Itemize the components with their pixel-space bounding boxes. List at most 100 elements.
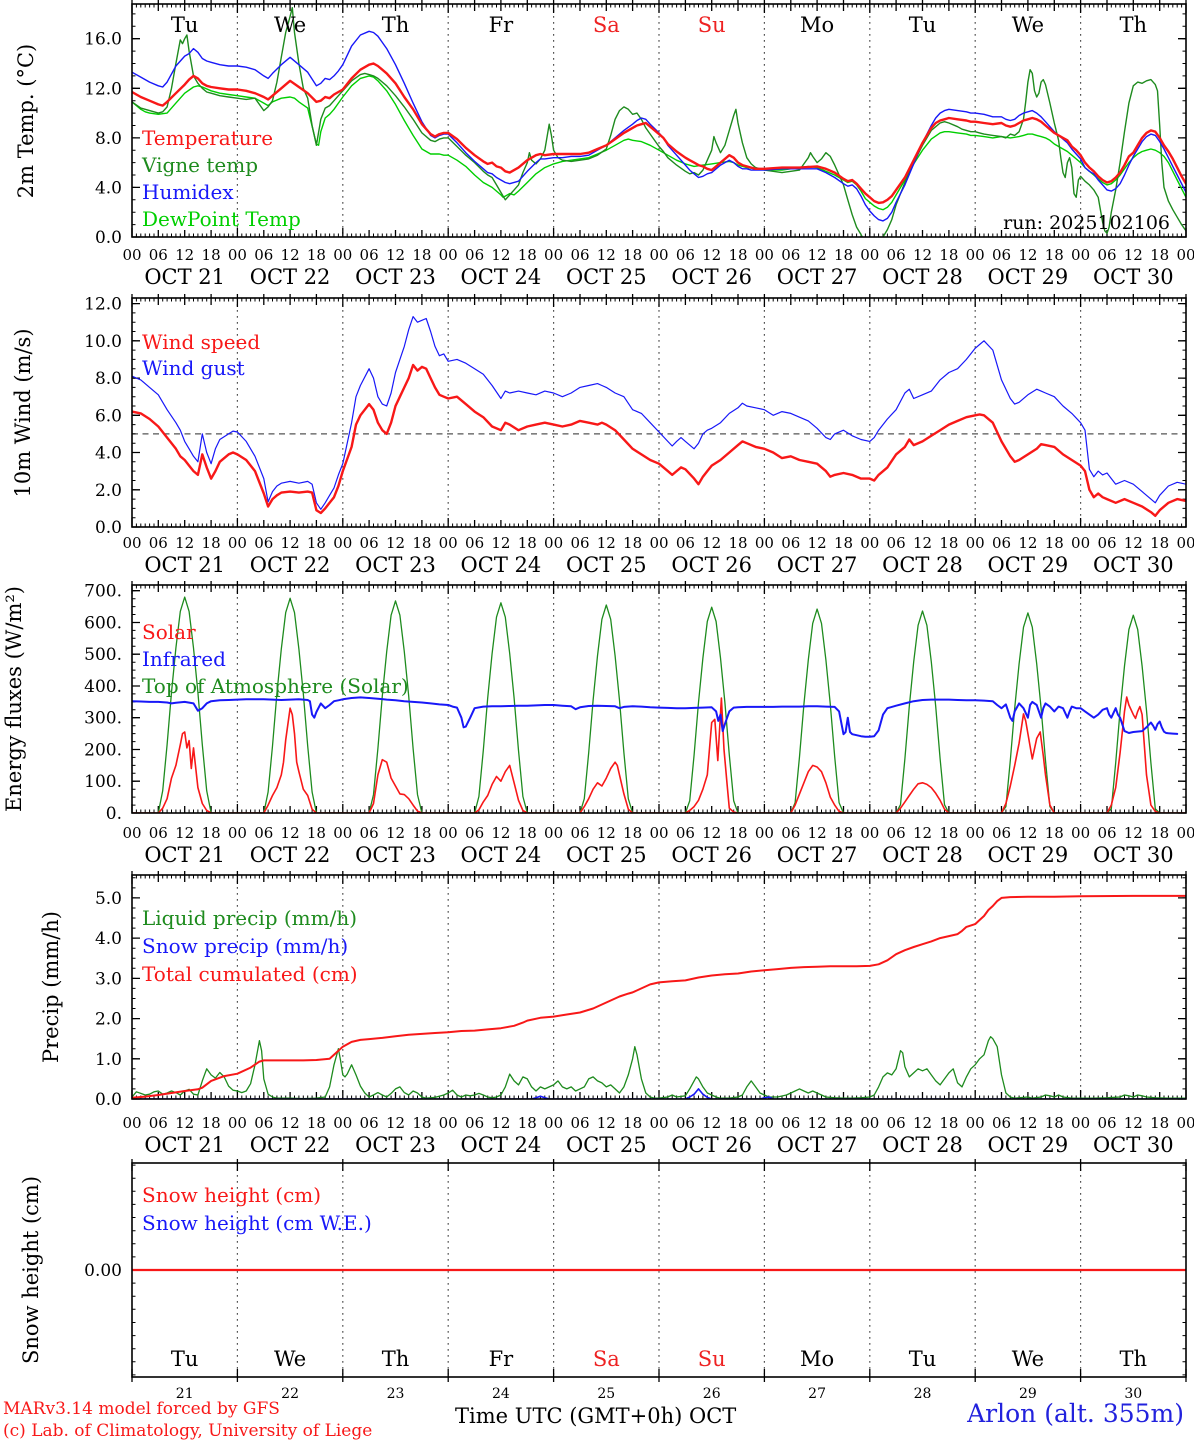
date-label: OCT 29: [988, 553, 1069, 577]
day-number-label: 25: [597, 1386, 615, 1402]
hour-tick-label: 18: [412, 246, 431, 264]
hour-tick-label: 00: [333, 1114, 352, 1132]
hour-tick-label: 00: [755, 1114, 774, 1132]
series-dewpoint-temp-line: [132, 75, 1186, 211]
y-tick-label: 2.0: [95, 481, 122, 501]
hour-tick-label: 12: [597, 824, 616, 842]
date-label: OCT 30: [1093, 843, 1174, 867]
day-name-label: Th: [382, 13, 410, 37]
legend-temperature: Temperature: [142, 126, 273, 150]
date-label: OCT 22: [250, 843, 331, 867]
y-tick-label: 100.: [84, 772, 122, 792]
hour-tick-label: 06: [887, 246, 906, 264]
hour-tick-label: 18: [202, 246, 221, 264]
hour-tick-label: 06: [676, 534, 695, 552]
hour-tick-label: 18: [412, 1114, 431, 1132]
y-tick-label: 700.: [84, 582, 122, 602]
hour-tick-label: 18: [939, 534, 958, 552]
hour-tick-label: 00: [1176, 1114, 1194, 1132]
hour-tick-label: 12: [597, 246, 616, 264]
hour-tick-label: 06: [360, 246, 379, 264]
hour-tick-label: 18: [202, 1114, 221, 1132]
hour-tick-label: 06: [254, 824, 273, 842]
hour-tick-label: 18: [728, 824, 747, 842]
hour-tick-label: 00: [860, 534, 879, 552]
hour-tick-label: 12: [386, 246, 405, 264]
hour-tick-label: 00: [649, 824, 668, 842]
hour-tick-label: 18: [1150, 246, 1169, 264]
hour-tick-label: 12: [386, 1114, 405, 1132]
y-tick-label: 6.0: [95, 406, 122, 426]
hour-tick-label: 00: [122, 1114, 141, 1132]
series-total-cumulated-line: [132, 894, 1186, 1099]
date-label: OCT 26: [671, 843, 752, 867]
hour-tick-label: 12: [702, 824, 721, 842]
hour-tick-label: 06: [676, 824, 695, 842]
series-wind-gust-line: [132, 316, 1186, 510]
hour-tick-label: 12: [281, 824, 300, 842]
date-label: OCT 27: [777, 843, 858, 867]
hour-tick-label: 06: [254, 534, 273, 552]
hour-tick-label: 06: [781, 1114, 800, 1132]
date-label: OCT 21: [144, 553, 225, 577]
minor-ticks: [132, 4, 1186, 238]
date-label: OCT 27: [777, 265, 858, 289]
hour-tick-label: 00: [544, 824, 563, 842]
y-tick-label: 8.0: [95, 129, 122, 149]
date-label: OCT 21: [144, 1133, 225, 1157]
date-label: OCT 30: [1093, 265, 1174, 289]
hour-tick-label: 12: [175, 1114, 194, 1132]
hour-tick-label: 00: [1071, 246, 1090, 264]
hour-tick-label: 06: [465, 824, 484, 842]
hour-tick-label: 06: [992, 534, 1011, 552]
legend-top-of-atmosphere-solar: Top of Atmosphere (Solar): [142, 674, 409, 698]
hour-tick-label: 00: [966, 246, 985, 264]
hour-tick-label: 12: [386, 824, 405, 842]
day-name-label: Su: [698, 13, 726, 37]
hour-tick-label: 00: [1176, 534, 1194, 552]
hour-tick-label: 06: [570, 824, 589, 842]
hour-tick-label: 18: [1045, 534, 1064, 552]
hour-tick-label: 12: [281, 1114, 300, 1132]
day-name-label: Fr: [489, 1347, 515, 1371]
day-number-label: 29: [1019, 1386, 1037, 1402]
legend-humidex: Humidex: [142, 180, 234, 204]
day-name-label: We: [274, 1347, 306, 1371]
hour-tick-label: 00: [860, 1114, 879, 1132]
day-name-label: Sa: [593, 1347, 620, 1371]
hour-tick-label: 18: [834, 1114, 853, 1132]
hour-tick-label: 00: [228, 1114, 247, 1132]
hour-tick-label: 00: [228, 246, 247, 264]
hour-tick-label: 18: [518, 824, 537, 842]
legend-vigne-temp: Vigne temp: [141, 153, 258, 177]
hour-tick-label: 12: [808, 1114, 827, 1132]
hour-tick-label: 18: [1150, 1114, 1169, 1132]
y-tick-label: 16.0: [84, 30, 122, 50]
hour-tick-label: 12: [808, 246, 827, 264]
day-number-label: 26: [703, 1386, 721, 1402]
hour-tick-label: 06: [570, 1114, 589, 1132]
y-axis-title-precip: Precip (mm/h): [39, 911, 63, 1063]
hour-tick-label: 00: [966, 824, 985, 842]
hour-tick-label: 12: [808, 824, 827, 842]
date-label: OCT 25: [566, 843, 647, 867]
hour-tick-label: 18: [834, 246, 853, 264]
hour-tick-label: 12: [1124, 1114, 1143, 1132]
hour-tick-label: 00: [755, 824, 774, 842]
hour-tick-label: 12: [913, 1114, 932, 1132]
hour-tick-label: 06: [570, 246, 589, 264]
y-tick-label: 1.0: [95, 1050, 122, 1070]
date-label: OCT 23: [355, 553, 436, 577]
hour-tick-label: 18: [728, 246, 747, 264]
day-gridlines: [236, 4, 1082, 237]
hour-tick-label: 06: [887, 534, 906, 552]
hour-tick-label: 06: [992, 1114, 1011, 1132]
hour-tick-label: 00: [649, 534, 668, 552]
day-number-label: 27: [808, 1386, 826, 1402]
hour-tick-label: 12: [913, 246, 932, 264]
y-tick-label: 600.: [84, 614, 122, 634]
panel-border: [131, 874, 1187, 1100]
hour-tick-label: 18: [412, 534, 431, 552]
panel-snow: 0.00 Snow height (cm) Snow height (cm) Snow…: [19, 1159, 1187, 1402]
hour-tick-label: 12: [1018, 1114, 1037, 1132]
